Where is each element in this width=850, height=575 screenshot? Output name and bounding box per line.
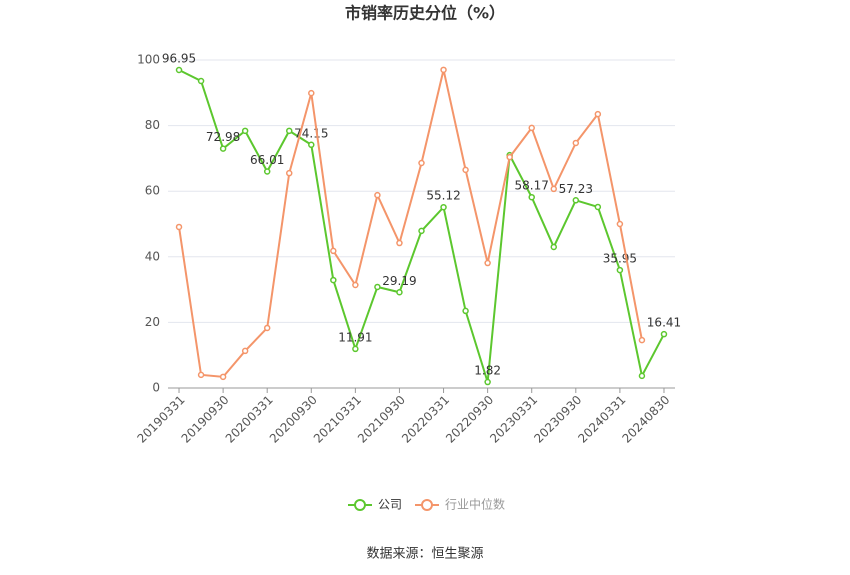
point-marker — [374, 283, 381, 291]
y-tick-label: 0 — [152, 381, 160, 395]
point-marker — [484, 378, 491, 386]
point-marker — [285, 127, 293, 135]
point-marker — [550, 185, 558, 193]
data-label: 16.41 — [647, 316, 681, 330]
point-marker — [484, 259, 491, 267]
legend-marker — [354, 499, 366, 511]
point-marker — [330, 247, 337, 255]
point-marker — [241, 347, 249, 355]
data-label: 57.23 — [559, 182, 593, 196]
point-marker — [528, 193, 535, 201]
point-marker — [352, 345, 359, 353]
data-label: 35.95 — [603, 252, 637, 266]
point-marker — [308, 89, 315, 97]
legend-label: 公司 — [378, 498, 402, 512]
point-marker — [616, 220, 624, 228]
point-marker — [175, 223, 183, 231]
point-marker — [197, 77, 205, 85]
point-marker — [462, 166, 469, 174]
point-marker — [594, 110, 602, 118]
point-marker — [572, 139, 580, 147]
data-label: 96.95 — [162, 52, 196, 66]
data-label: 74.15 — [294, 126, 328, 140]
point-marker — [263, 324, 271, 332]
point-marker — [197, 371, 205, 379]
point-marker — [396, 289, 403, 296]
data-label: 11.91 — [338, 330, 372, 344]
point-marker — [440, 203, 447, 211]
y-tick-label: 80 — [145, 118, 160, 132]
source-note: 数据来源：恒生聚源 — [366, 547, 483, 562]
legend-label: 行业中位数 — [445, 497, 505, 512]
point-marker — [528, 124, 535, 132]
y-tick-label: 100 — [137, 53, 160, 67]
x-tick-label: 20240830 — [619, 393, 672, 446]
chart-title: 市销率历史分位（%） — [345, 4, 505, 23]
point-marker — [616, 266, 624, 274]
point-marker — [506, 153, 513, 161]
point-marker — [241, 127, 249, 135]
data-label: 66.01 — [250, 153, 284, 167]
point-marker — [440, 66, 447, 74]
point-marker — [396, 239, 403, 247]
series-line — [178, 69, 665, 383]
point-marker — [418, 227, 425, 235]
data-label: 1.82 — [474, 364, 501, 378]
legend-marker — [421, 499, 433, 511]
point-marker — [550, 243, 558, 251]
point-marker — [638, 336, 646, 344]
data-label: 72.98 — [206, 130, 240, 144]
point-marker — [638, 372, 646, 380]
point-marker — [352, 281, 359, 289]
data-label: 55.12 — [426, 189, 460, 203]
y-tick-label: 20 — [145, 315, 160, 329]
data-label: 58.17 — [515, 179, 549, 193]
point-marker — [308, 141, 315, 149]
data-label: 29.19 — [382, 274, 416, 288]
point-marker — [374, 191, 381, 199]
y-tick-label: 60 — [145, 184, 160, 198]
point-marker — [594, 203, 602, 211]
point-marker — [462, 307, 469, 315]
series-line — [178, 69, 643, 378]
point-marker — [175, 66, 183, 74]
point-marker — [418, 159, 425, 167]
point-marker — [285, 169, 293, 177]
point-marker — [660, 330, 668, 338]
point-marker — [572, 197, 580, 204]
point-marker — [263, 168, 271, 175]
point-marker — [219, 145, 227, 152]
point-marker — [330, 276, 337, 284]
point-marker — [219, 373, 227, 381]
y-tick-label: 40 — [145, 249, 160, 263]
